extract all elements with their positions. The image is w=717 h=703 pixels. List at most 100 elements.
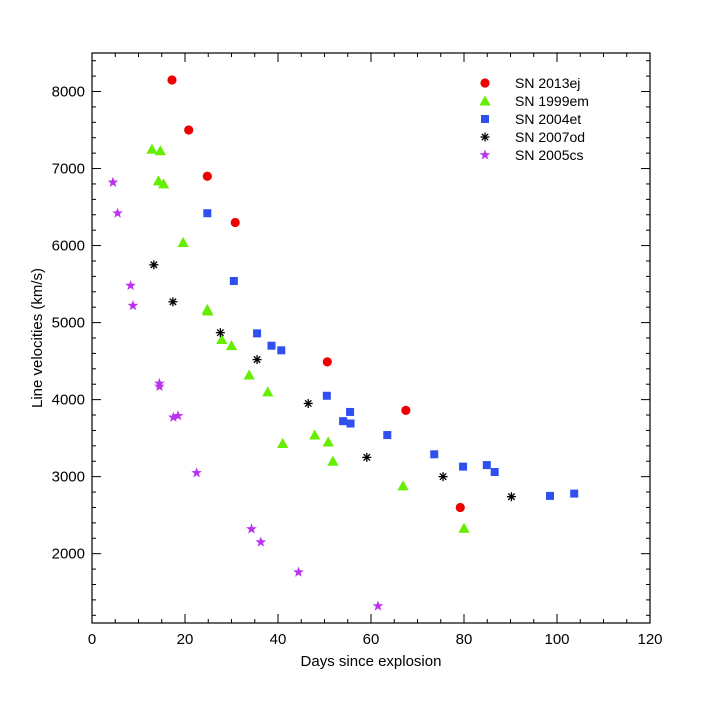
legend-marker xyxy=(479,95,491,106)
data-point xyxy=(401,405,411,416)
data-point xyxy=(277,437,289,449)
data-point xyxy=(216,333,228,345)
data-point xyxy=(267,341,276,350)
series-sn-2007od xyxy=(149,260,516,502)
data-point xyxy=(277,346,286,355)
data-point xyxy=(125,280,136,291)
y-tick-label: 7000 xyxy=(52,161,85,178)
legend-item: SN 1999em xyxy=(479,93,589,109)
data-point xyxy=(506,492,516,502)
legend-label: SN 2004et xyxy=(515,111,581,127)
data-point xyxy=(167,75,177,85)
data-point xyxy=(127,300,139,311)
y-tick-label: 2000 xyxy=(52,546,85,563)
data-point xyxy=(203,209,212,218)
legend-item: SN 2005cs xyxy=(479,147,583,163)
x-tick-label: 80 xyxy=(456,631,473,648)
y-axis-label: Line velocities (km/s) xyxy=(29,268,46,408)
data-point xyxy=(322,436,334,447)
data-point xyxy=(243,369,255,380)
data-point xyxy=(459,462,468,471)
legend: SN 2013ej SN 1999em SN 2004et SN 2007od SN 2… xyxy=(479,75,589,163)
data-point xyxy=(253,329,262,338)
data-point xyxy=(229,277,238,285)
legend-label: SN 2007od xyxy=(515,129,585,145)
data-point xyxy=(309,429,321,440)
data-point xyxy=(438,472,448,482)
axis-ticks xyxy=(91,53,651,623)
data-point xyxy=(215,328,225,338)
data-point xyxy=(202,305,214,316)
x-tick-label: 40 xyxy=(270,631,287,648)
data-point xyxy=(168,411,179,422)
data-point xyxy=(322,357,332,367)
x-tick-labels: 0 20 40 60 80 100 120 xyxy=(88,631,663,648)
data-point xyxy=(191,467,202,478)
data-point xyxy=(362,452,372,462)
data-point xyxy=(154,145,166,156)
series-sn-1999em xyxy=(146,143,470,533)
data-point xyxy=(177,236,189,247)
data-point xyxy=(255,536,267,547)
legend-marker xyxy=(481,115,489,123)
legend-marker xyxy=(480,78,490,88)
data-point xyxy=(146,143,158,154)
y-tick-label: 8000 xyxy=(52,84,85,101)
series-sn-2004et xyxy=(203,209,579,500)
data-point xyxy=(107,176,119,187)
x-axis-label: Days since explosion xyxy=(301,653,442,670)
data-point xyxy=(246,523,257,534)
y-tick-label: 4000 xyxy=(52,392,85,409)
y-tick-label: 5000 xyxy=(52,315,85,332)
data-point xyxy=(172,410,184,421)
legend-label: SN 2013ej xyxy=(515,75,580,91)
data-point xyxy=(202,171,212,181)
legend-marker xyxy=(480,132,490,142)
data-point xyxy=(252,355,262,365)
data-point xyxy=(184,125,194,135)
x-tick-label: 20 xyxy=(177,631,194,648)
data-point xyxy=(372,600,384,611)
y-tick-labels: 2000 3000 4000 5000 6000 7000 8000 xyxy=(52,84,85,563)
data-point xyxy=(482,461,491,470)
series-sn-2013ej xyxy=(167,75,465,513)
data-point xyxy=(339,417,348,426)
data-point xyxy=(154,380,165,392)
data-point xyxy=(490,468,499,477)
legend-marker xyxy=(479,149,491,160)
data-point xyxy=(570,489,579,498)
x-tick-label: 100 xyxy=(544,631,569,648)
legend-label: SN 1999em xyxy=(515,93,589,109)
data-point xyxy=(149,260,159,270)
legend-item: SN 2013ej xyxy=(480,75,580,91)
legend-label: SN 2005cs xyxy=(515,147,583,163)
y-tick-label: 3000 xyxy=(52,469,85,486)
data-point xyxy=(458,522,470,533)
data-point xyxy=(112,207,123,218)
data-point xyxy=(346,407,355,416)
data-point xyxy=(262,386,274,397)
data-points xyxy=(107,75,579,611)
data-point xyxy=(230,217,240,228)
x-tick-label: 0 xyxy=(88,631,96,648)
y-tick-label: 6000 xyxy=(52,238,85,255)
series-sn-2005cs xyxy=(107,176,384,611)
legend-item: SN 2004et xyxy=(481,111,581,127)
data-point xyxy=(322,391,331,400)
legend-item: SN 2007od xyxy=(480,129,585,145)
data-point xyxy=(383,431,392,440)
data-point xyxy=(546,491,555,500)
x-tick-label: 60 xyxy=(363,631,380,648)
data-point xyxy=(293,566,304,577)
data-point xyxy=(346,419,355,428)
data-point xyxy=(455,502,465,513)
data-point xyxy=(303,398,313,408)
data-point xyxy=(225,340,238,351)
x-tick-label: 120 xyxy=(637,631,662,648)
data-point xyxy=(327,455,339,466)
data-point xyxy=(397,480,409,491)
data-point xyxy=(430,450,439,459)
data-point xyxy=(168,297,178,307)
data-point xyxy=(158,178,170,189)
